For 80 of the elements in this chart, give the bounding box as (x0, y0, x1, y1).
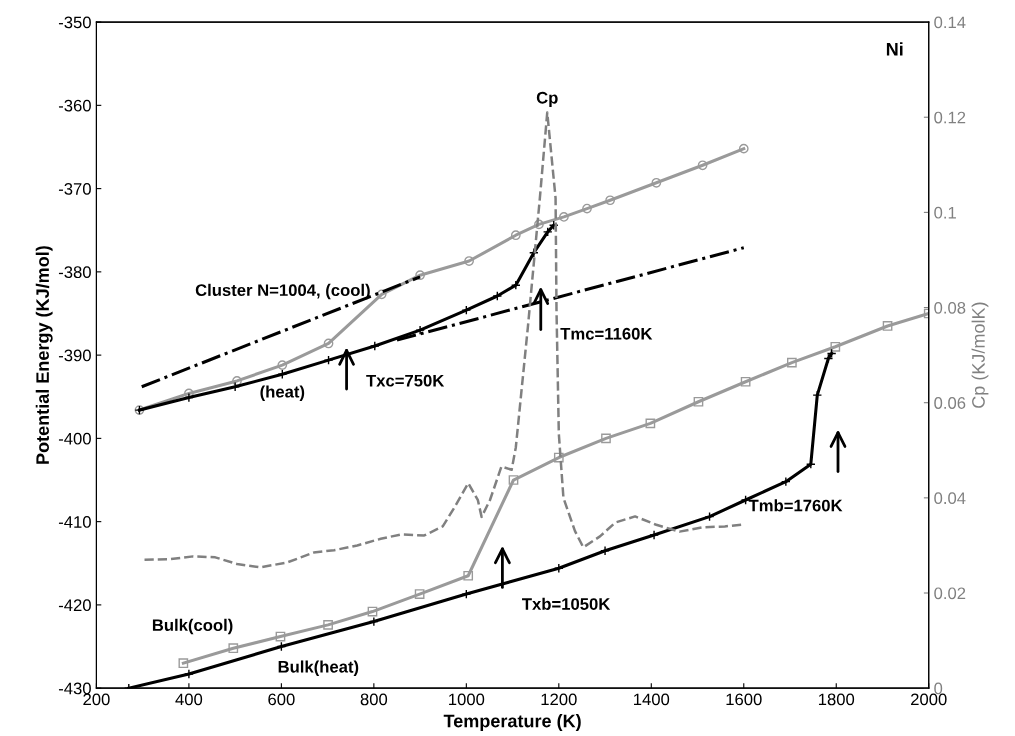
point (740, 376, 751, 387)
y2-tick-label: 0.12 (934, 111, 966, 124)
y2-tick-label: 0.02 (934, 587, 966, 600)
x-tick-label: 800 (360, 693, 388, 706)
y-tick-label: -430 (58, 682, 91, 695)
series-label: Bulk(heat) (278, 660, 359, 676)
point (415, 270, 425, 281)
point (582, 203, 592, 214)
point (492, 291, 503, 301)
point (780, 476, 791, 487)
point (651, 177, 662, 188)
y2-tick-label: 0.06 (934, 397, 966, 409)
x-axis-title: Temperature (K) (443, 714, 581, 731)
x-tick-label: 600 (268, 693, 295, 706)
y-tick-label: -420 (58, 599, 91, 612)
point (415, 325, 425, 336)
point (464, 256, 474, 266)
point (600, 545, 610, 556)
x-tick-label: 400 (175, 693, 203, 706)
x-tick-label: 1400 (634, 693, 670, 706)
y-tick-label: -360 (58, 99, 91, 112)
y-axis-title: Potential Energy (KJ/mol) (35, 246, 53, 464)
point (649, 530, 659, 540)
y2-tick-label: 0.04 (934, 492, 966, 505)
annotation: Txc=750K (366, 374, 445, 387)
point (368, 616, 379, 627)
x-tick-label: 2000 (911, 693, 947, 706)
y-tick-label: -410 (58, 516, 91, 528)
point (601, 433, 611, 444)
series-label: (heat) (260, 385, 305, 401)
y-tick-label: -350 (58, 16, 91, 29)
series-label: Cp (536, 91, 558, 107)
point (693, 396, 704, 407)
point (510, 280, 521, 291)
x-tick-label: 1000 (449, 693, 485, 706)
point (323, 355, 334, 365)
point (508, 475, 519, 485)
point (738, 143, 749, 154)
point (323, 620, 333, 630)
x-tick-label: 1200 (541, 693, 577, 706)
point (786, 357, 797, 368)
y2-tick-label: 0 (934, 682, 943, 695)
y-tick-label: -390 (58, 349, 91, 362)
y2-tick-label: 0.14 (934, 16, 966, 29)
x-tick-label: 200 (83, 693, 110, 706)
y2-tick-label: 0.08 (934, 301, 966, 314)
annotation: Tmc=1160K (560, 327, 653, 340)
point (277, 360, 288, 370)
point (605, 195, 616, 206)
series-label: Bulk(cool) (152, 618, 233, 635)
point (559, 212, 569, 222)
y2-tick-label: 0.1 (934, 206, 956, 219)
point (882, 321, 893, 331)
y-tick-label: -400 (58, 432, 91, 445)
x-tick-label: 1800 (818, 693, 855, 706)
series-label: Cluster N=1004, (cool) (195, 283, 370, 300)
point (463, 570, 474, 581)
point (369, 341, 380, 351)
point (534, 219, 544, 230)
point (830, 341, 841, 352)
annotation: Tmb=1760K (748, 499, 843, 512)
y-tick-label: -370 (58, 183, 91, 195)
point (275, 631, 286, 642)
point (461, 305, 472, 316)
x-tick-label: 1600 (726, 693, 762, 706)
point (414, 589, 425, 599)
y-tick-label: -380 (58, 266, 91, 279)
y2-axis-title: Cp (KJ/molK) (971, 302, 989, 408)
point (228, 643, 239, 654)
point (510, 230, 521, 241)
point (376, 289, 387, 300)
point (178, 658, 189, 669)
point (553, 452, 564, 463)
point (323, 338, 334, 349)
point (184, 669, 194, 679)
annotation: Txb=1050K (522, 597, 611, 610)
point (697, 160, 708, 171)
point (645, 418, 656, 429)
point (367, 606, 378, 617)
annotation: Ni (886, 42, 903, 56)
